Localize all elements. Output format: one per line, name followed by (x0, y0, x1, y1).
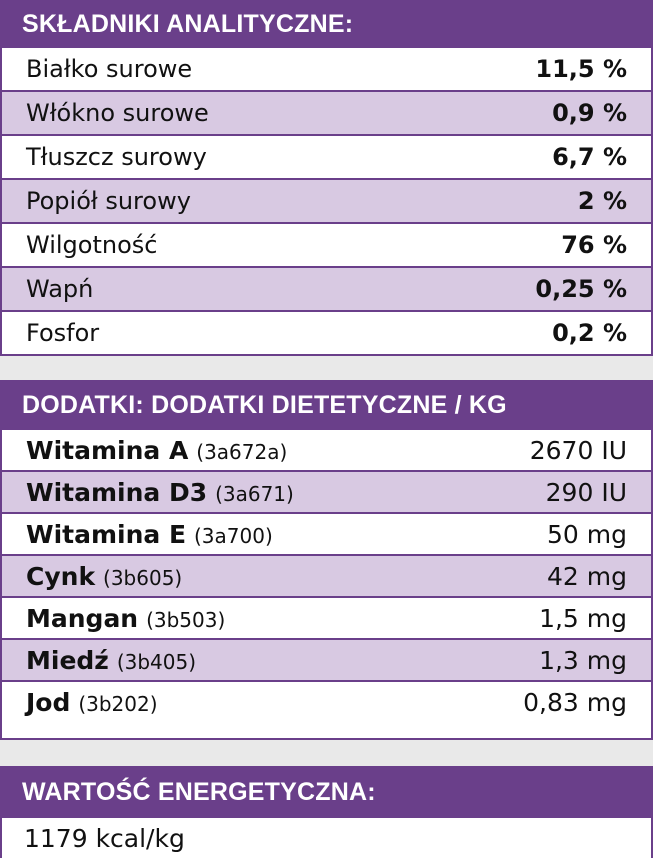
energy-section: WARTOŚĆ ENERGETYCZNA: 1179 kcal/kg (0, 766, 653, 858)
analytical-header: SKŁADNIKI ANALITYCZNE: (2, 2, 651, 46)
table-row: Jod (3b202) 0,83 mg (2, 680, 651, 722)
row-value: 2 % (577, 187, 627, 215)
energy-row: 1179 kcal/kg (2, 816, 651, 858)
row-label-group: Mangan (3b503) (26, 604, 225, 633)
row-label: Tłuszcz surowy (26, 143, 207, 171)
row-code: (3b605) (103, 565, 183, 590)
table-row: Cynk (3b605) 42 mg (2, 554, 651, 596)
row-code: (3a671) (215, 481, 294, 506)
table-row: Wapń 0,25 % (2, 266, 651, 310)
additives-section: DODATKI: DODATKI DIETETYCZNE / KG Witami… (0, 380, 653, 740)
row-value: 42 mg (547, 561, 627, 591)
row-label: Mangan (26, 603, 139, 633)
row-value: 50 mg (547, 519, 627, 549)
row-label: Cynk (26, 561, 96, 591)
row-value: 290 IU (545, 477, 627, 507)
table-row: Tłuszcz surowy 6,7 % (2, 134, 651, 178)
row-value: 76 % (561, 231, 627, 259)
table-row: Białko surowe 11,5 % (2, 46, 651, 90)
row-label: Fosfor (26, 319, 100, 347)
row-label-group: Witamina D3 (3a671) (26, 478, 294, 507)
row-label-group: Cynk (3b605) (26, 562, 182, 591)
row-value: 11,5 % (535, 55, 627, 83)
row-label: Witamina A (26, 435, 189, 465)
table-row: Mangan (3b503) 1,5 mg (2, 596, 651, 638)
row-value: 1,3 mg (539, 645, 627, 675)
row-label-group: Witamina A (3a672a) (26, 436, 287, 465)
row-value: 1,5 mg (539, 603, 627, 633)
table-row: Witamina E (3a700) 50 mg (2, 512, 651, 554)
row-value: 0,83 mg (523, 687, 627, 717)
row-value: 0,2 % (552, 319, 627, 347)
table-row: Wilgotność 76 % (2, 222, 651, 266)
table-row: Włókno surowe 0,9 % (2, 90, 651, 134)
row-code: (3a672a) (196, 439, 288, 464)
row-code: (3b503) (146, 607, 226, 632)
row-label-group: Jod (3b202) (26, 688, 158, 717)
analytical-section: SKŁADNIKI ANALITYCZNE: Białko surowe 11,… (0, 0, 653, 356)
row-label: Wapń (26, 275, 94, 303)
row-code: (3a700) (194, 523, 273, 548)
row-label: Włókno surowe (26, 99, 209, 127)
row-label: Wilgotność (26, 231, 158, 259)
row-value: 0,9 % (552, 99, 627, 127)
energy-value: 1179 kcal/kg (24, 823, 185, 853)
row-code: (3b405) (116, 649, 197, 674)
table-row: Witamina A (3a672a) 2670 IU (2, 428, 651, 470)
additives-header: DODATKI: DODATKI DIETETYCZNE / KG (2, 382, 651, 428)
row-value: 6,7 % (552, 143, 627, 171)
table-row: Miedź (3b405) 1,3 mg (2, 638, 651, 680)
row-value: 2670 IU (529, 435, 627, 465)
row-label: Popiół surowy (26, 187, 191, 215)
table-row: Fosfor 0,2 % (2, 310, 651, 354)
row-label: Miedź (26, 645, 109, 675)
row-label: Witamina E (26, 519, 187, 549)
row-label-group: Witamina E (3a700) (26, 520, 273, 549)
row-label: Jod (26, 687, 71, 717)
row-value: 0,25 % (535, 275, 627, 303)
table-row: Popiół surowy 2 % (2, 178, 651, 222)
table-row: Witamina D3 (3a671) 290 IU (2, 470, 651, 512)
row-label-group: Miedź (3b405) (26, 646, 196, 675)
row-label: Białko surowe (26, 55, 193, 83)
row-label: Witamina D3 (26, 477, 208, 507)
row-code: (3b202) (78, 691, 158, 716)
energy-header: WARTOŚĆ ENERGETYCZNA: (2, 768, 651, 816)
